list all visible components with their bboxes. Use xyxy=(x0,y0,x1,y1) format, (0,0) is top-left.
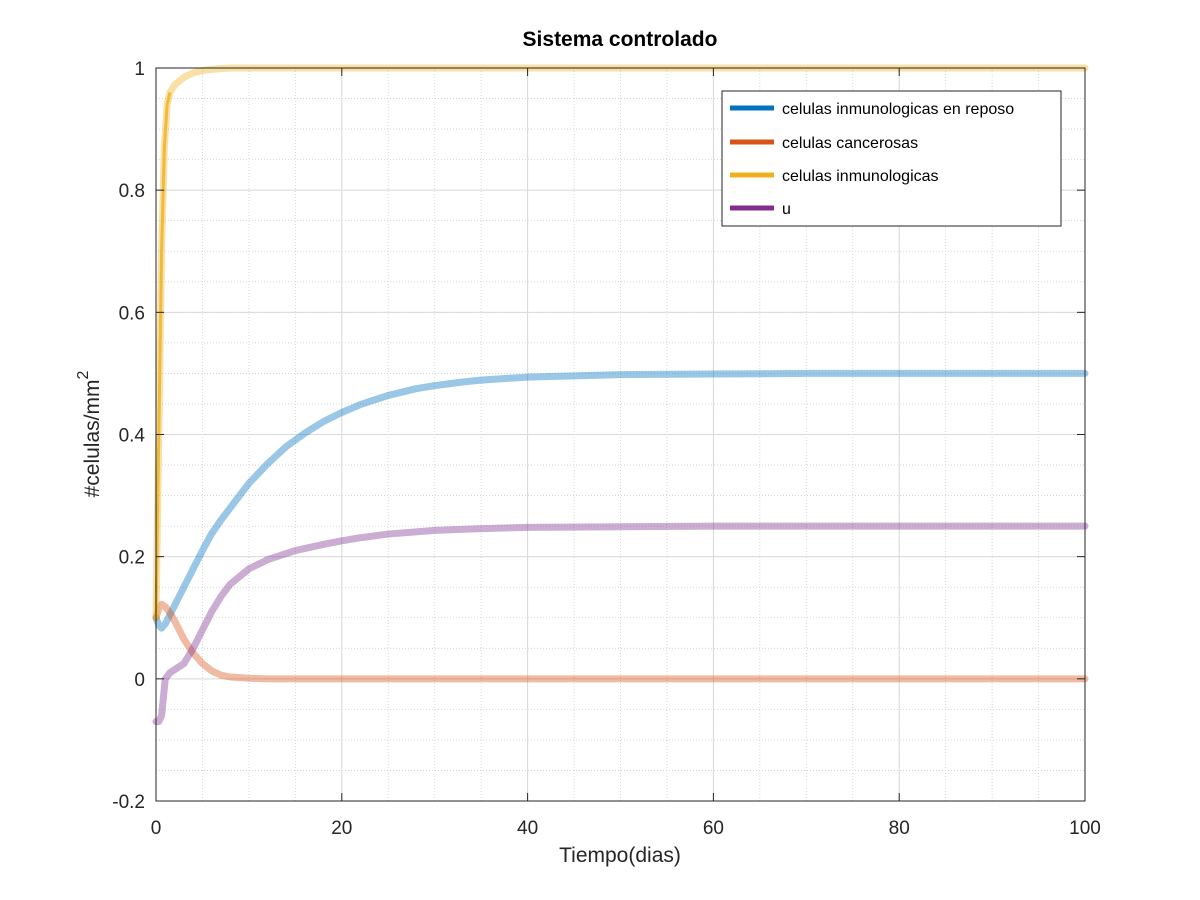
x-axis-label: Tiempo(dias) xyxy=(559,844,681,867)
y-tick-label: 0 xyxy=(134,670,145,691)
y-tick-label: 0.2 xyxy=(119,548,145,569)
y-tick-label: 0.6 xyxy=(119,303,145,324)
legend-box xyxy=(721,90,1062,227)
x-tick-label: 80 xyxy=(889,818,910,839)
legend-item: celulas cancerosas xyxy=(730,135,918,152)
legend-label: celulas cancerosas xyxy=(782,135,918,152)
y-axis-label: #celulas/mm xyxy=(81,380,104,498)
series-line xyxy=(152,600,1089,683)
legend-item: u xyxy=(730,201,791,218)
y-tick-label: 0.8 xyxy=(119,181,145,202)
x-tick-label: 0 xyxy=(151,818,162,839)
series-line xyxy=(152,369,1089,632)
legend-label: celulas inmunologicas en reposo xyxy=(782,101,1014,118)
y-axis-label-superscript: 2 xyxy=(75,371,92,380)
legend-item: celulas inmunologicas en reposo xyxy=(730,101,1014,118)
ticks-layer xyxy=(155,67,1086,802)
y-tick-label: 0.4 xyxy=(119,426,146,447)
y-tick-label: -0.2 xyxy=(112,792,145,813)
x-tick-label: 100 xyxy=(1069,818,1101,839)
legend-label: u xyxy=(782,201,791,218)
y-tick-label: 1 xyxy=(134,59,145,80)
series-line-overlay xyxy=(154,92,172,618)
series-line xyxy=(152,522,1089,726)
x-tick-labels: 0 20 40 60 80 100 xyxy=(151,818,1101,839)
x-tick-label: 40 xyxy=(517,818,538,839)
svg-text:#celulas/mm2: #celulas/mm2 xyxy=(75,371,104,498)
chart-title: Sistema controlado xyxy=(523,28,718,51)
y-tick-labels: -0.2 0 0.2 0.4 0.6 0.8 1 xyxy=(112,59,145,813)
legend-label: celulas inmunologicas xyxy=(782,168,939,185)
x-tick-label: 60 xyxy=(703,818,724,839)
legend-item: celulas inmunologicas xyxy=(730,168,939,185)
x-tick-label: 20 xyxy=(331,818,352,839)
y-axis-label-group: #celulas/mm2 xyxy=(75,371,104,498)
legend: celulas inmunologicas en reposo celulas … xyxy=(721,90,1062,227)
